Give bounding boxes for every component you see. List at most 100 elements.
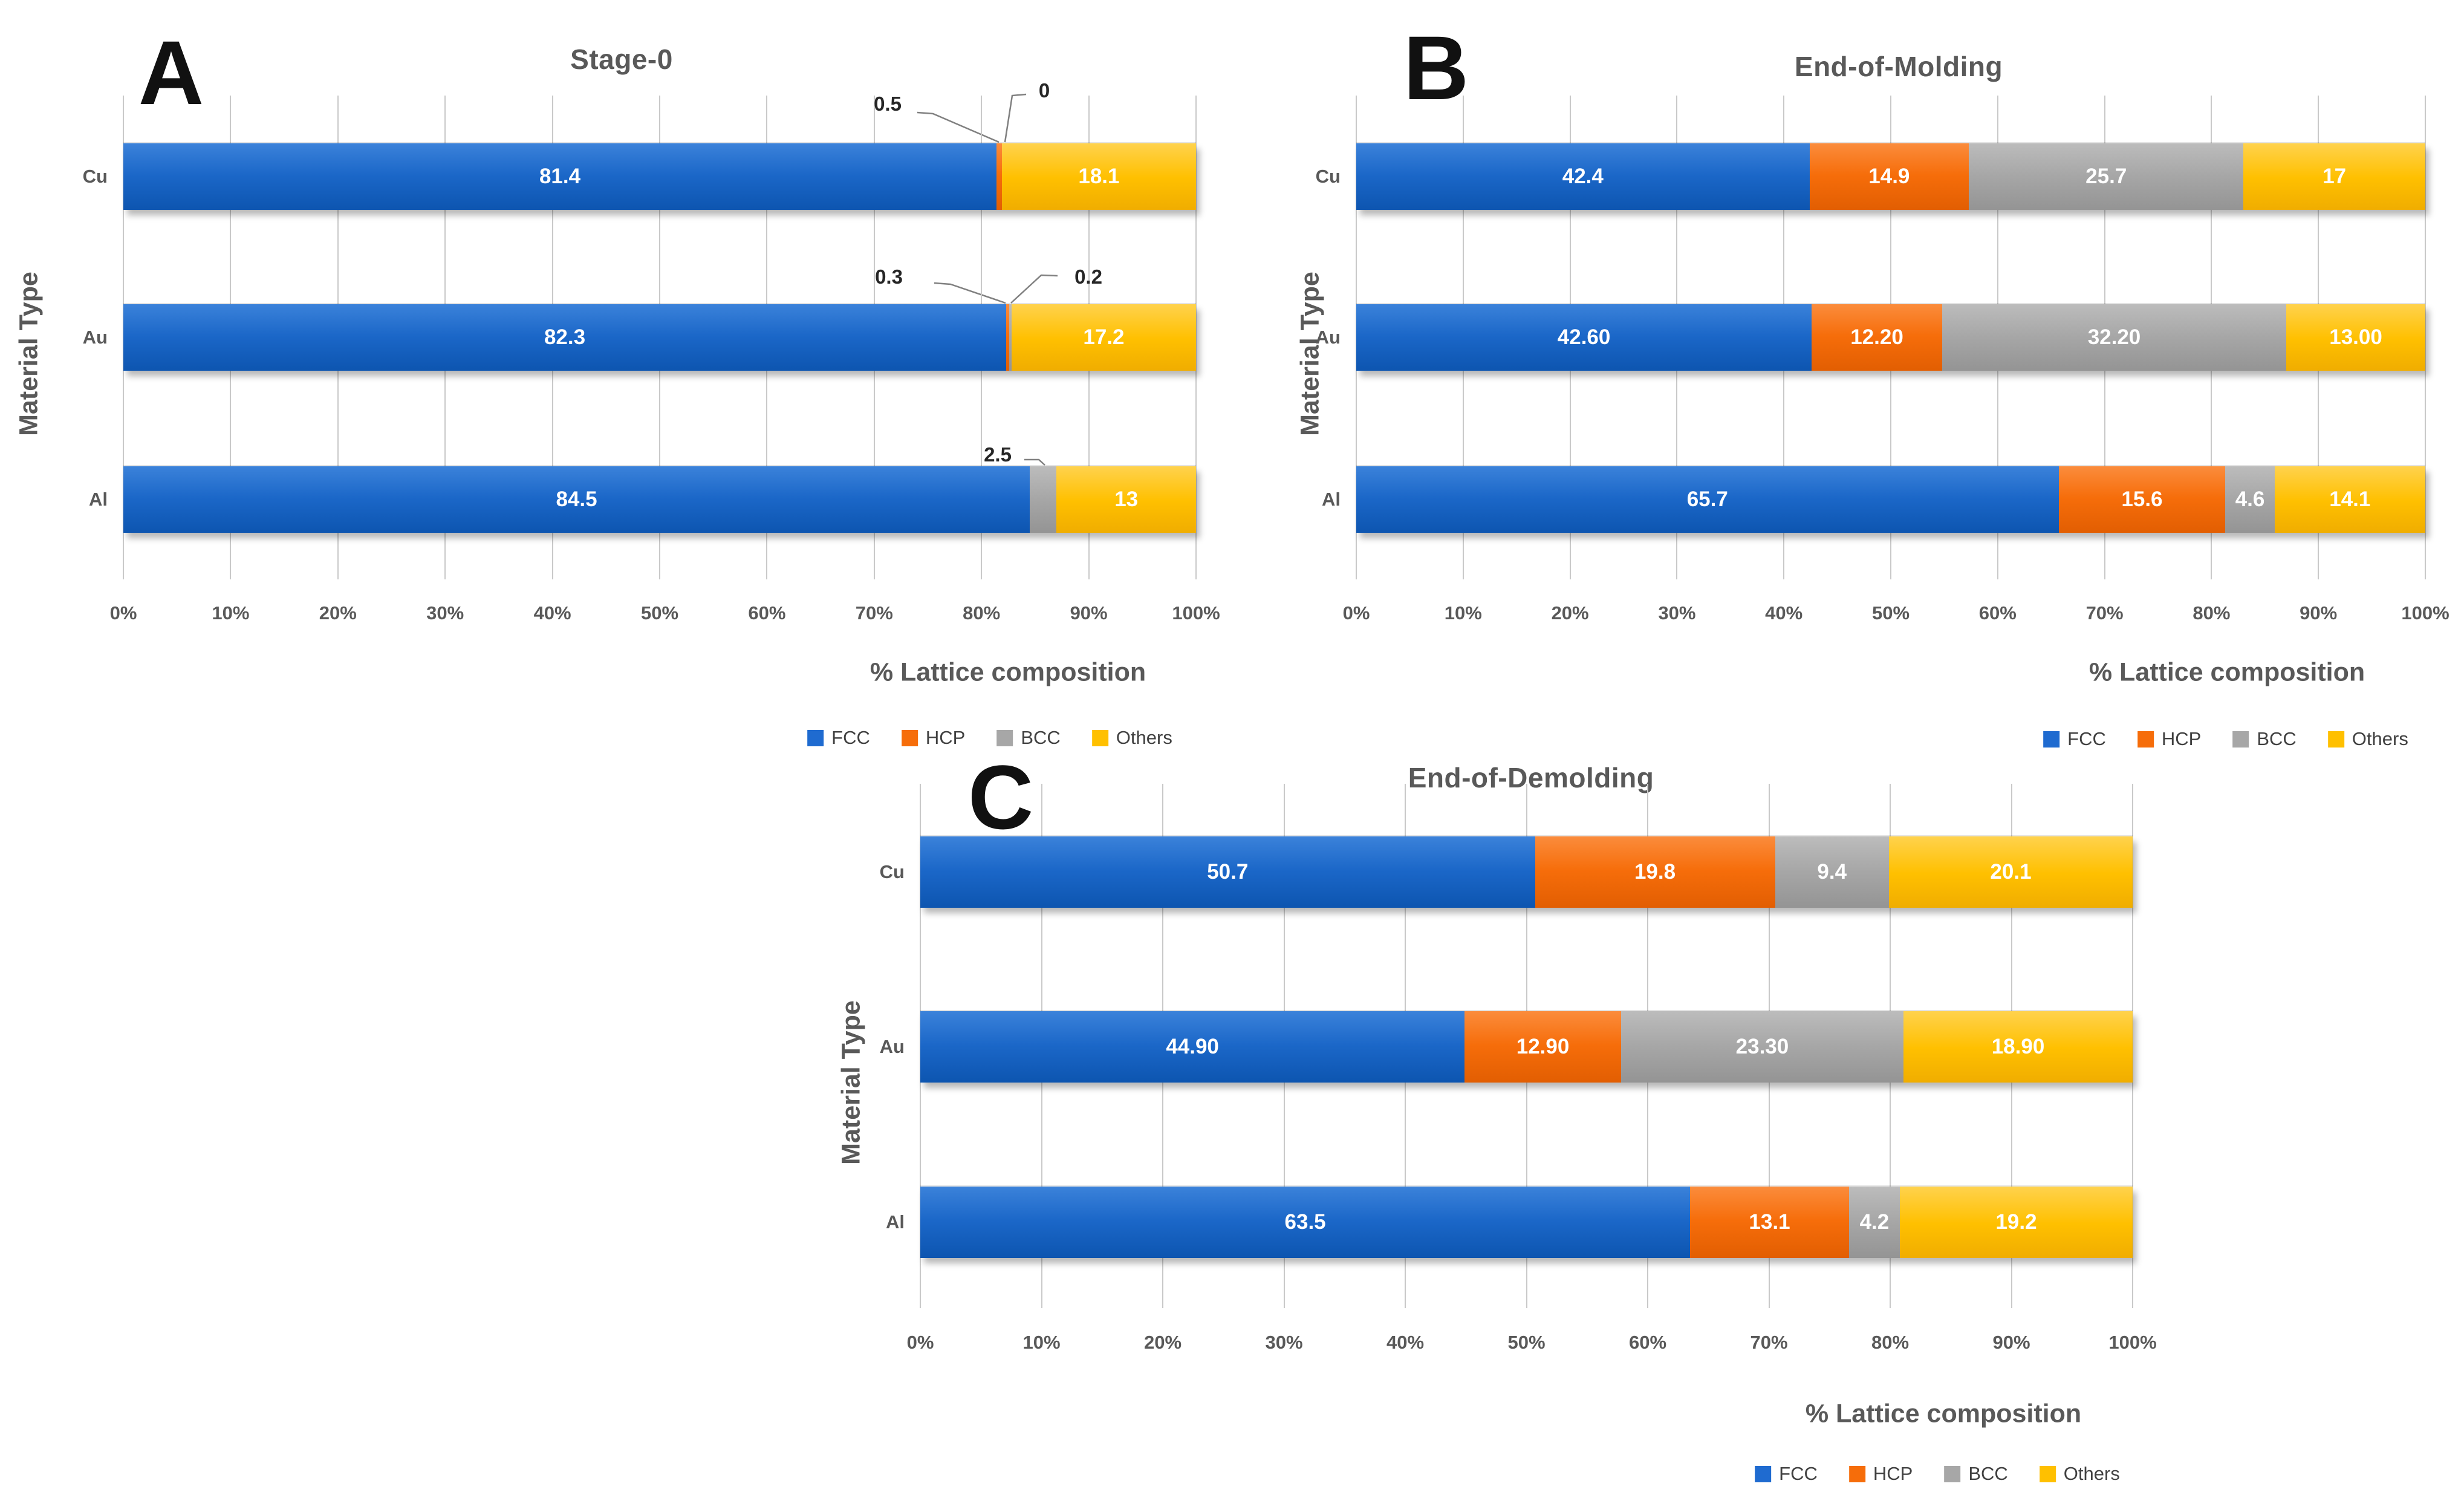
bar-segment-hcp-cu [996,143,1002,210]
legend-item-hcp: HCP [1848,1463,1913,1485]
bar-segment-fcc-au: 44.90 [920,1011,1465,1083]
bar-value-label: 63.5 [1284,1210,1326,1234]
legend-label: FCC [1779,1463,1818,1484]
axis-tick-label: 80% [963,602,1001,624]
legend-item-bcc: BCC [996,727,1061,749]
bar-value-label: 42.60 [1557,325,1611,349]
bar-segment-bcc-cu: 25.7 [1969,143,2244,210]
bar-segment-hcp-au [1006,304,1010,371]
bar-segment-fcc-cu: 42.4 [1356,143,1810,210]
legend-swatch-hcp-icon [901,729,918,746]
bar-segment-others-al: 13 [1056,466,1196,533]
bar-value-label: 50.7 [1207,860,1249,884]
category-label-cu: Cu [82,166,108,187]
axis-tick-label: 10% [1022,1332,1061,1353]
bar-value-label: 19.2 [1995,1210,2037,1234]
legend-label: FCC [831,727,870,748]
y-axis-title: Material Type [14,272,44,436]
bar-segment-fcc-cu: 50.7 [920,836,1535,908]
axis-tick-label: 90% [2300,602,2338,624]
bar-segment-others-au: 18.90 [1903,1011,2133,1083]
panel-letter-c: C [967,746,1034,848]
chart-title-end-of-demolding: End-of-Demolding [1408,762,1654,794]
axis-tick-label: 10% [212,602,250,624]
legend-swatch-bcc-icon [2232,731,2249,748]
bar-segment-fcc-au: 82.3 [123,304,1006,371]
gridline [2132,784,2133,1308]
bar-row-au: 44.90 12.90 23.30 18.90 [920,1011,2133,1083]
legend-swatch-fcc-icon [2043,731,2060,748]
category-label-au: Au [82,327,108,348]
bar-segment-hcp-cu: 14.9 [1809,143,1969,210]
legend: FCC HCP BCC Others [1755,1463,2120,1485]
category-label-al: Al [886,1211,905,1233]
callout-leader-line [1024,458,1045,466]
bar-segment-others-au: 13.00 [2286,304,2425,371]
legend-label: Others [2063,1463,2120,1484]
bar-row-cu: 42.4 14.9 25.7 17 [1356,143,2425,210]
y-axis-title: Material Type [836,1000,866,1165]
category-label-au: Au [879,1036,905,1057]
callout-label: 2.5 [984,443,1012,466]
bar-segment-fcc-al: 65.7 [1356,466,2059,533]
axis-tick-label: 50% [640,602,679,624]
legend-label: BCC [2257,728,2297,749]
axis-tick-label: 60% [748,602,786,624]
legend-swatch-others-icon [2327,731,2344,748]
legend-item-hcp: HCP [901,727,966,749]
bar-segment-hcp-au: 12.20 [1812,304,1942,371]
legend-label: BCC [1968,1463,2008,1484]
legend-label: BCC [1021,727,1061,748]
legend-item-others: Others [1091,727,1172,749]
bar-row-cu: 50.7 19.8 9.4 20.1 [920,836,2133,908]
bar-segment-hcp-au: 12.90 [1464,1011,1621,1083]
gridline [1195,96,1197,579]
bar-value-label: 44.90 [1166,1035,1219,1058]
bar-row-al: 65.7 15.6 4.6 14.1 [1356,466,2425,533]
legend-label: HCP [925,727,966,748]
bar-row-au: 42.60 12.20 32.20 13.00 [1356,304,2425,371]
callout-leader-line [917,111,1000,143]
bar-segment-fcc-al: 84.5 [123,466,1030,533]
gridline [2425,96,2426,579]
legend-label: Others [2352,728,2408,749]
legend-item-fcc: FCC [1755,1463,1818,1485]
bar-value-label: 17 [2323,164,2347,188]
category-label-cu: Cu [1315,166,1341,187]
callout-label: 0.3 [875,265,903,288]
bar-value-label: 18.1 [1078,164,1120,188]
callout-label: 0 [1038,79,1050,102]
chart-title-stage-0: Stage-0 [570,44,673,76]
bar-value-label: 82.3 [544,325,586,349]
x-axis-title: % Lattice composition [870,657,1146,687]
axis-tick-label: 100% [2108,1332,2157,1353]
legend-swatch-fcc-icon [1755,1465,1772,1482]
axis-tick-label: 0% [906,1332,934,1353]
bar-segment-others-al: 19.2 [1900,1187,2133,1258]
callout-label: 0.5 [874,93,902,115]
bar-value-label: 4.6 [2235,487,2265,511]
axis-tick-label: 60% [1978,602,2017,624]
bar-row-al: 63.5 13.1 4.2 19.2 [920,1187,2133,1258]
legend: FCC HCP BCC Others [807,727,1172,749]
bar-segment-fcc-au: 42.60 [1356,304,1812,371]
axis-tick-label: 40% [1386,1332,1425,1353]
category-label-al: Al [89,489,108,510]
legend-label: FCC [2067,728,2106,749]
bar-value-label: 15.6 [2121,487,2163,511]
legend-swatch-others-icon [2039,1465,2056,1482]
x-axis-title: % Lattice composition [2089,657,2365,687]
axis-tick-label: 30% [1265,1332,1303,1353]
axis-tick-label: 50% [1871,602,1910,624]
legend-label: HCP [1873,1463,1913,1484]
bar-value-label: 65.7 [1686,487,1728,511]
bar-value-label: 13.1 [1749,1210,1790,1234]
legend-item-others: Others [2327,728,2408,750]
axis-tick-label: 90% [1992,1332,2030,1353]
category-label-cu: Cu [879,861,905,882]
bar-segment-others-cu: 18.1 [1001,143,1196,210]
axis-tick-label: 40% [533,602,571,624]
bar-value-label: 23.30 [1735,1035,1789,1058]
panel-letter-b: B [1403,17,1469,119]
